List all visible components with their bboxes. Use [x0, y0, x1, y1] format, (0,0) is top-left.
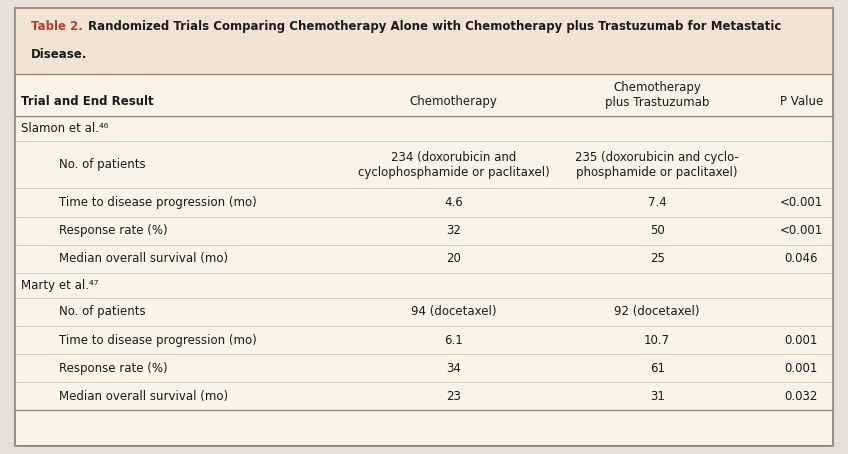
Bar	[15, 217, 833, 245]
Text: 0.001: 0.001	[784, 362, 818, 375]
Text: 92 (docetaxel): 92 (docetaxel)	[615, 306, 700, 318]
Text: <0.001: <0.001	[779, 196, 823, 209]
Text: Randomized Trials Comparing Chemotherapy Alone with Chemotherapy plus Trastuzuma: Randomized Trials Comparing Chemotherapy…	[88, 20, 782, 33]
Text: Response rate (%): Response rate (%)	[59, 362, 168, 375]
Text: Marty et al.⁴⁷: Marty et al.⁴⁷	[21, 279, 98, 292]
Bar	[15, 354, 833, 382]
Text: 0.032: 0.032	[784, 390, 818, 403]
Text: 50: 50	[650, 224, 665, 237]
Text: 10.7: 10.7	[644, 334, 670, 346]
Text: Time to disease progression (mo): Time to disease progression (mo)	[59, 334, 257, 346]
Bar	[15, 326, 833, 354]
Text: Trial and End Result: Trial and End Result	[21, 94, 153, 108]
Text: No. of patients: No. of patients	[59, 158, 146, 171]
Text: Chemotherapy: Chemotherapy	[410, 94, 498, 108]
Text: Disease.: Disease.	[31, 48, 86, 61]
Bar	[15, 116, 833, 141]
Text: 6.1: 6.1	[444, 334, 463, 346]
Text: 23: 23	[446, 390, 461, 403]
Bar	[15, 8, 833, 74]
Text: 61: 61	[650, 362, 665, 375]
Bar	[15, 382, 833, 410]
Text: Slamon et al.⁴⁶: Slamon et al.⁴⁶	[21, 122, 109, 135]
Text: Median overall survival (mo): Median overall survival (mo)	[59, 252, 228, 265]
Bar	[15, 298, 833, 326]
Text: 7.4: 7.4	[648, 196, 667, 209]
Text: 234 (doxorubicin and
cyclophosphamide or paclitaxel): 234 (doxorubicin and cyclophosphamide or…	[358, 151, 550, 178]
Text: Table 2.: Table 2.	[31, 20, 82, 33]
Text: 32: 32	[446, 224, 461, 237]
Text: 0.046: 0.046	[784, 252, 818, 265]
Text: 4.6: 4.6	[444, 196, 463, 209]
Text: No. of patients: No. of patients	[59, 306, 146, 318]
Text: 25: 25	[650, 252, 665, 265]
Text: Response rate (%): Response rate (%)	[59, 224, 168, 237]
Text: 235 (doxorubicin and cyclo-
phosphamide or paclitaxel): 235 (doxorubicin and cyclo- phosphamide …	[575, 151, 739, 178]
Text: Chemotherapy
plus Trastuzumab: Chemotherapy plus Trastuzumab	[605, 81, 710, 109]
Text: 34: 34	[446, 362, 461, 375]
Bar	[15, 188, 833, 217]
Text: Median overall survival (mo): Median overall survival (mo)	[59, 390, 228, 403]
Bar	[15, 273, 833, 298]
Text: <0.001: <0.001	[779, 224, 823, 237]
Text: P Value: P Value	[779, 94, 823, 108]
Text: 31: 31	[650, 390, 665, 403]
Text: Time to disease progression (mo): Time to disease progression (mo)	[59, 196, 257, 209]
Text: 94 (docetaxel): 94 (docetaxel)	[411, 306, 496, 318]
Text: 20: 20	[446, 252, 461, 265]
Text: 0.001: 0.001	[784, 334, 818, 346]
Bar	[15, 141, 833, 188]
Bar	[15, 245, 833, 273]
